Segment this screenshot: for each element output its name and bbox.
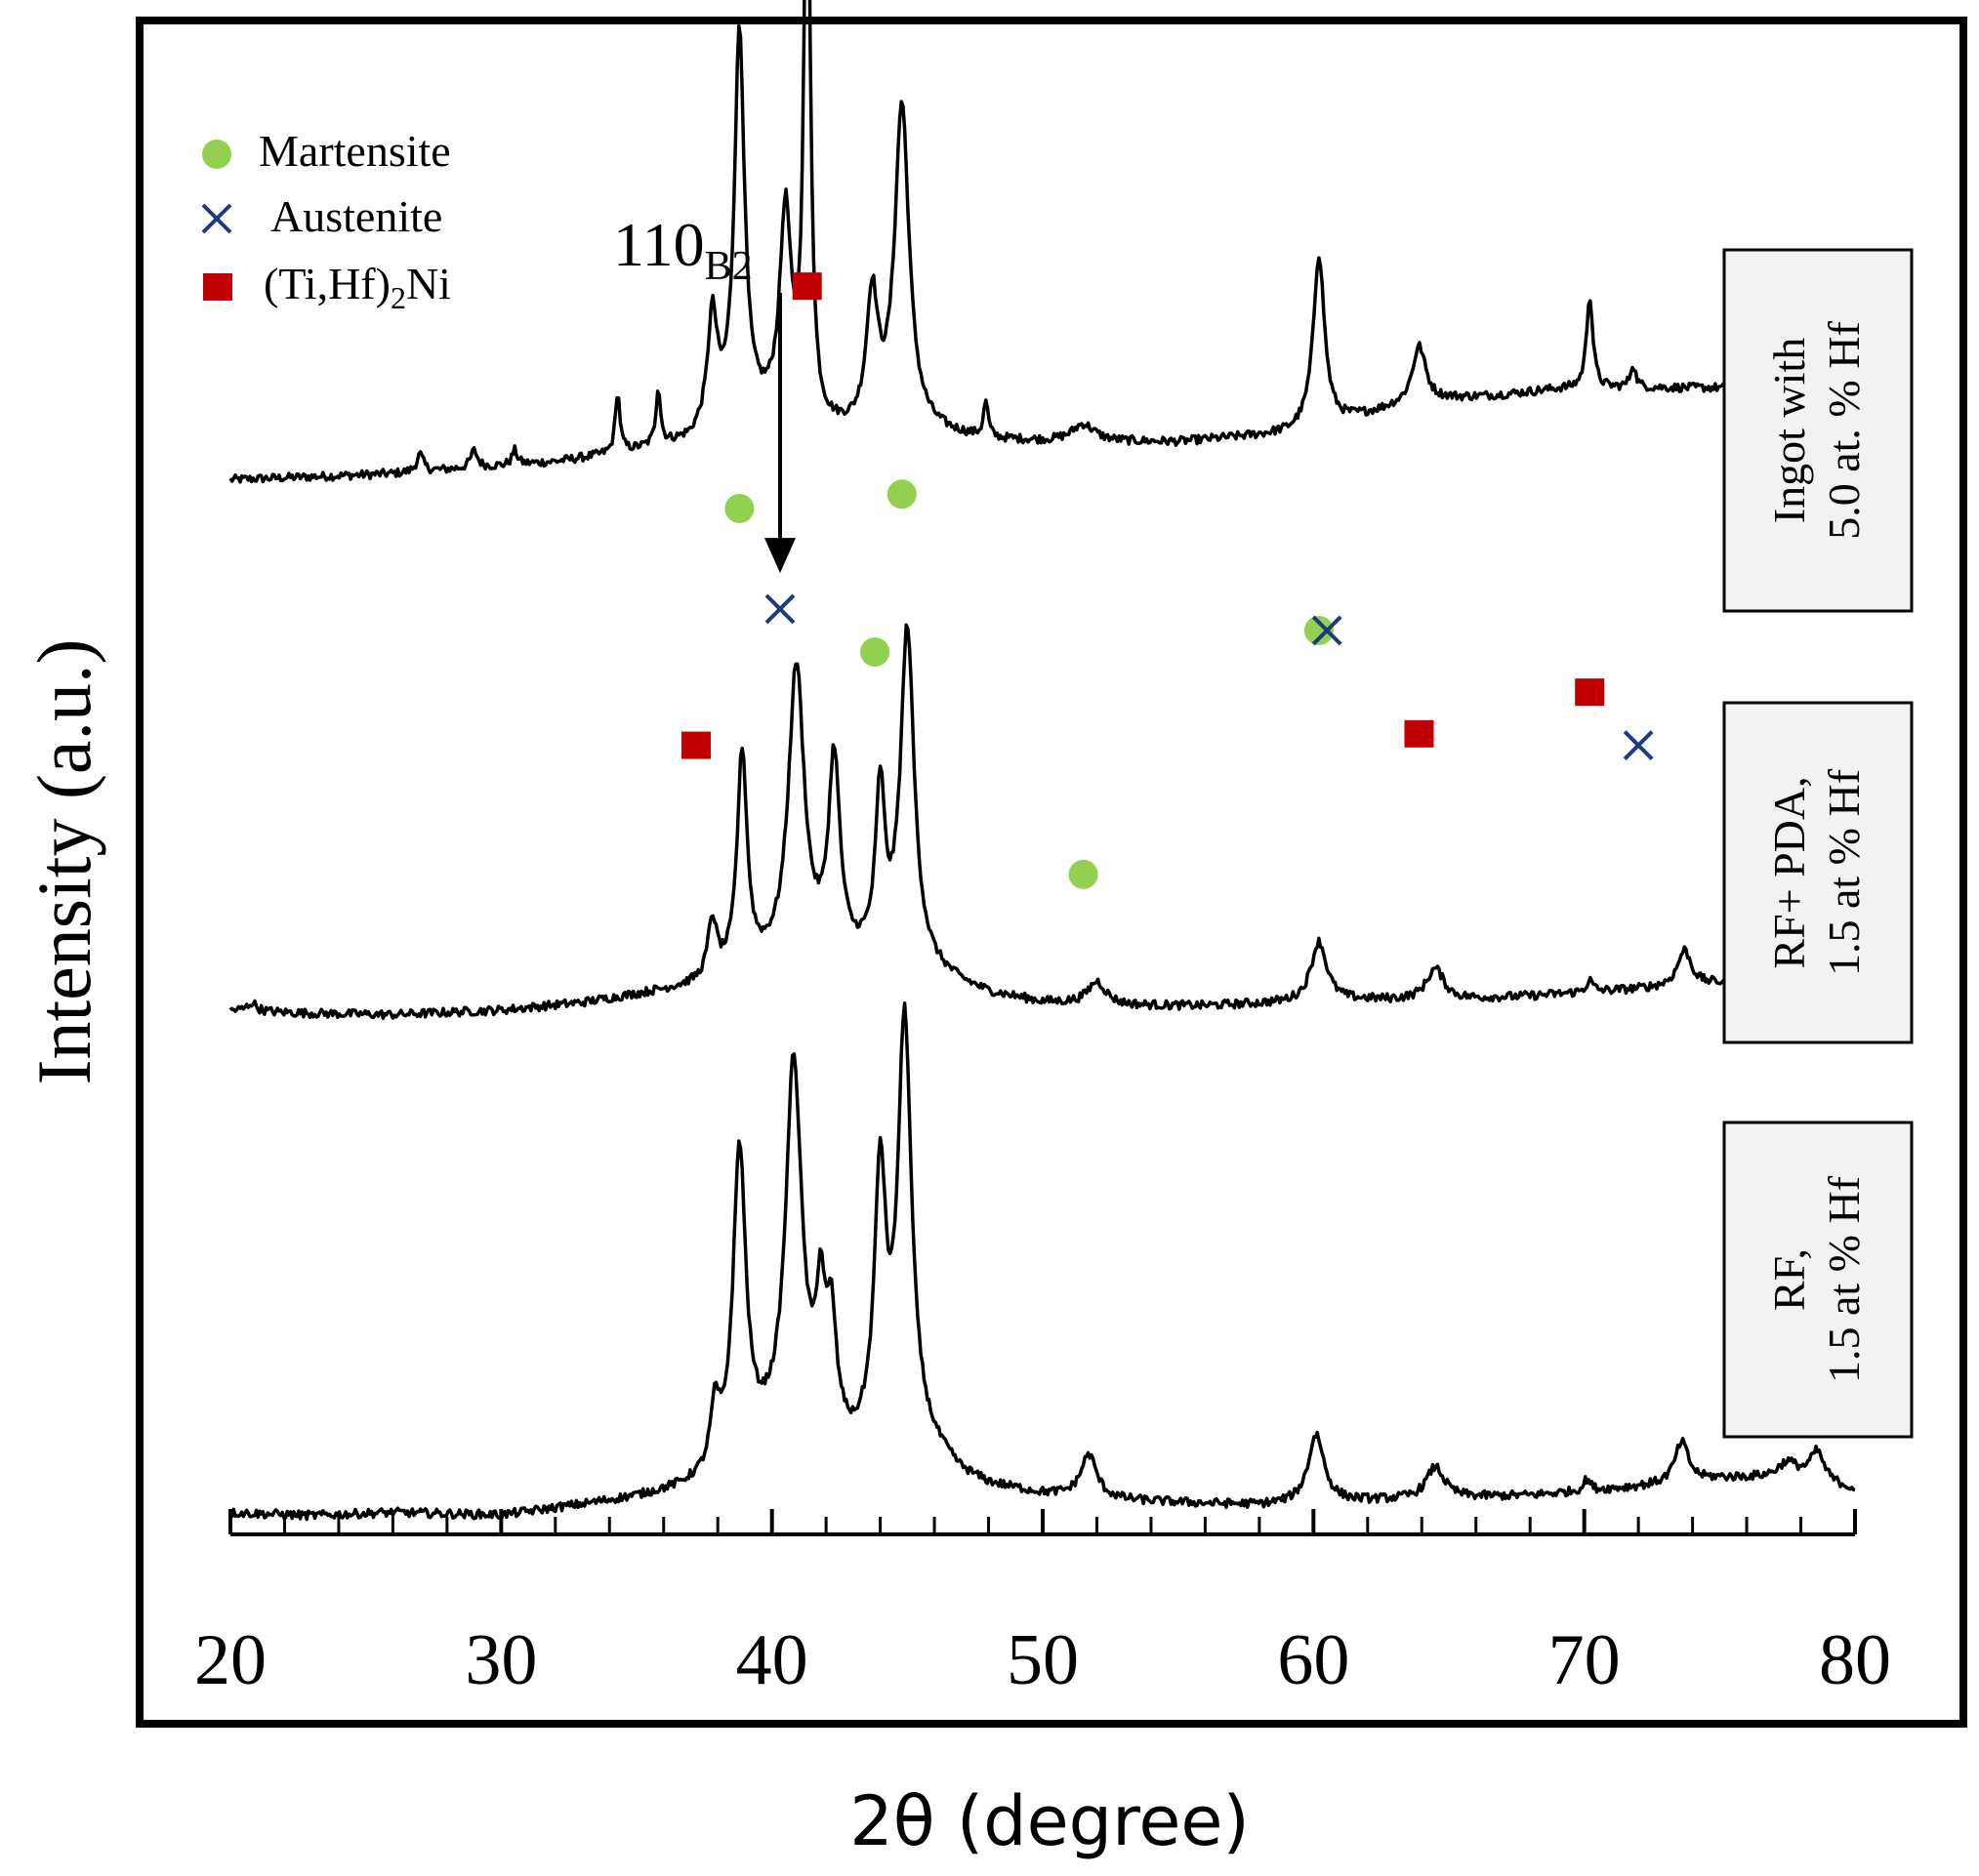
annotation-main: 110: [613, 210, 705, 279]
x-tick-label: 70: [1548, 1620, 1621, 1700]
martensite-marker: [860, 637, 890, 667]
series-label-box-0: [1722, 248, 1914, 613]
legend-ti-hf2ni-tail: Ni: [406, 259, 451, 308]
martensite-marker: [1068, 859, 1098, 889]
series-label-line: 5.0 at. % Hf: [1819, 321, 1869, 540]
series-label-box-2: [1722, 1121, 1914, 1439]
x-tick-label: 40: [736, 1620, 808, 1700]
series-label-line: RF+ PDA,: [1764, 776, 1814, 968]
x-tick-label: 60: [1277, 1620, 1349, 1700]
annotation-subscript: B2: [705, 244, 753, 289]
ti-hf2ni-marker: [792, 272, 822, 301]
annotation-arrow-head: [763, 538, 796, 574]
series-label-line: RF,: [1764, 1248, 1814, 1311]
series-label-line: 1.5 at % Hf: [1819, 768, 1869, 976]
series-label-line: 1.5 at % Hf: [1819, 1175, 1869, 1383]
ti-hf2ni-marker: [681, 731, 712, 759]
plot-frame: [136, 17, 1967, 1728]
x-axis-label: 2θ (degree): [849, 1781, 1250, 1861]
series-line-1: [228, 623, 1857, 1021]
series-line-2: [228, 1000, 1856, 1522]
legend-martensite-label: Martensite: [259, 126, 451, 176]
x-tick-label: 30: [465, 1620, 537, 1700]
legend-martensite-marker: [202, 140, 231, 169]
martensite-marker: [724, 494, 755, 523]
x-tick-label: 20: [194, 1620, 267, 1700]
x-axis: 20 30 40 50 60 70 80: [194, 1509, 1891, 1700]
austenite-marker: [1311, 615, 1342, 646]
legend-austenite-label: Austenite: [270, 191, 442, 241]
legend-austenite-marker: [201, 203, 232, 234]
annotation-text: 110B2: [613, 210, 753, 289]
phase-markers: [681, 272, 1654, 889]
legend-ti-hf2ni-sub: 2: [391, 280, 406, 315]
austenite-marker: [764, 593, 796, 625]
series-label-box-1: [1722, 701, 1914, 1044]
series-layer: [228, 0, 1857, 1522]
legend-ti-hf2ni-label: (Ti,Hf)2Ni: [264, 259, 451, 315]
series-label-line: Ingot with: [1764, 338, 1814, 523]
y-axis-label: Intensity (a.u.): [21, 638, 106, 1084]
ti-hf2ni-marker: [1404, 719, 1434, 748]
annotation-110-b2: 110B2: [613, 210, 796, 574]
austenite-marker: [1623, 730, 1654, 760]
legend-ti-hf2ni-main: (Ti,Hf): [264, 259, 391, 308]
martensite-marker: [1303, 615, 1334, 645]
series-line-0: [228, 0, 1857, 484]
x-tick-label: 80: [1819, 1620, 1891, 1700]
ti-hf2ni-marker: [1575, 678, 1605, 707]
martensite-marker: [886, 479, 917, 510]
legend-ti-hf2ni-marker: [203, 273, 232, 301]
x-tick-label: 50: [1007, 1620, 1079, 1700]
legend: Martensite Austenite (Ti,Hf)2Ni: [201, 126, 451, 315]
